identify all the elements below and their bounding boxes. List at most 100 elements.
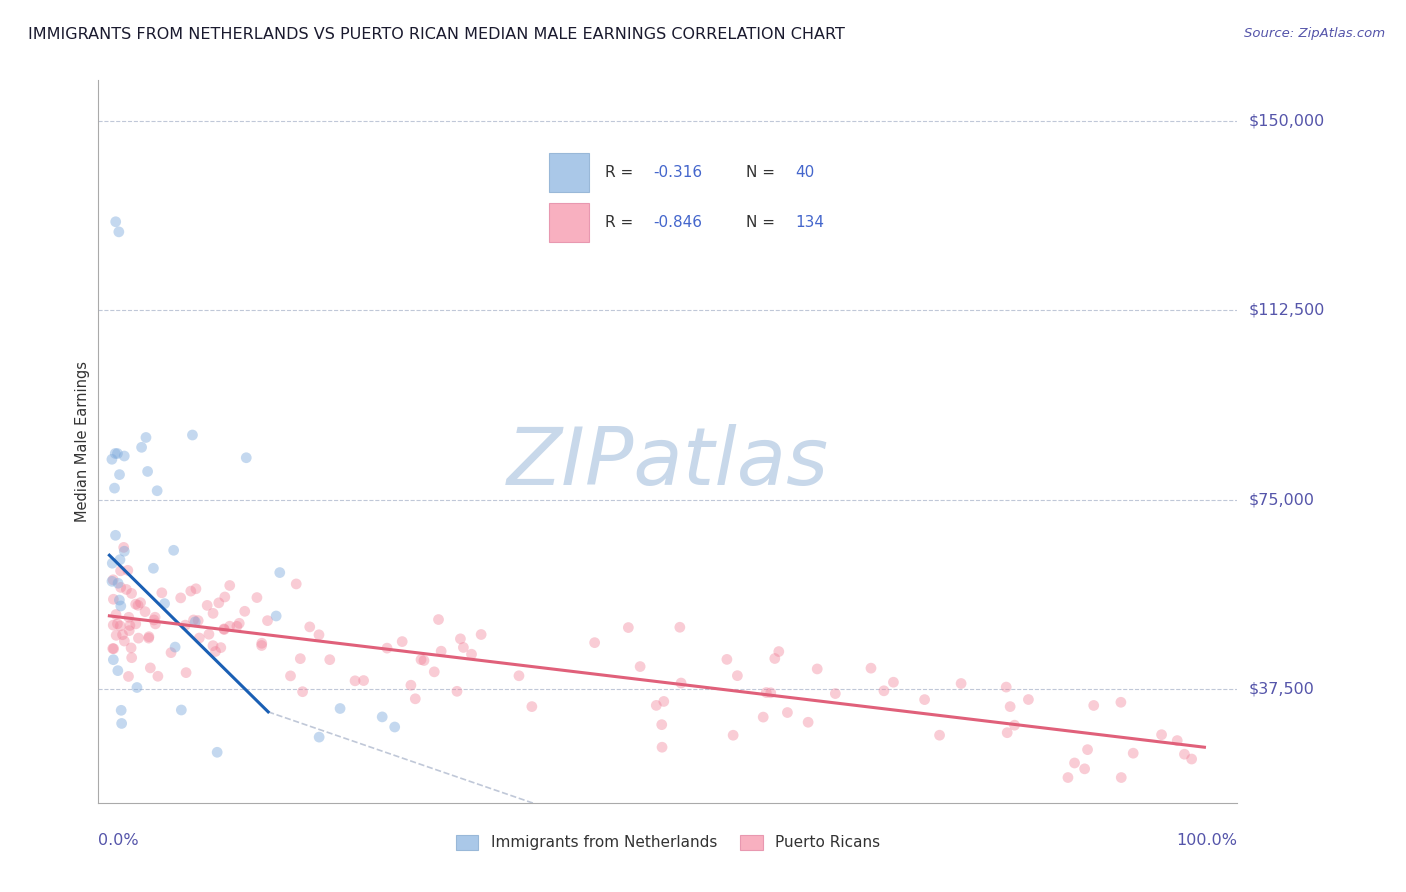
Point [280,669,302,683]
Point [208,596,231,610]
Point [449,632,471,646]
Point [384,720,406,734]
Point [413,653,436,667]
Point [1073,762,1095,776]
Point [103,481,125,495]
Point [928,728,950,742]
Point [250,636,273,650]
Point [117,669,139,683]
Point [430,644,453,658]
Point [143,610,166,624]
Point [101,556,124,570]
Point [214,590,236,604]
Point [1017,692,1039,706]
Point [112,541,135,555]
Y-axis label: Median Male Earnings: Median Male Earnings [75,361,90,522]
Point [112,544,135,558]
Point [652,694,675,708]
Point [125,681,148,695]
Point [520,699,543,714]
Point [759,686,782,700]
Point [651,740,673,755]
Point [101,641,124,656]
Point [725,668,748,682]
Text: 100.0%: 100.0% [1177,833,1237,848]
Point [399,678,422,692]
Point [139,661,162,675]
Point [250,639,273,653]
Point [202,607,225,621]
Point [329,701,352,715]
Point [995,680,1018,694]
Text: ZIPatlas: ZIPatlas [506,425,830,502]
Text: $150,000: $150,000 [1249,113,1324,128]
Point [721,728,744,742]
Point [103,618,125,632]
Point [118,624,141,638]
Point [138,631,160,645]
Point [1083,698,1105,713]
Point [617,621,640,635]
Point [375,641,398,656]
Point [107,616,129,631]
Point [103,641,125,656]
Point [391,634,413,648]
Point [107,664,129,678]
Point [1063,756,1085,770]
Point [115,582,138,597]
Point [319,653,342,667]
Point [427,613,450,627]
Point [298,620,321,634]
Point [110,599,132,613]
Point [291,684,314,698]
Point [583,635,606,649]
Point [101,573,124,587]
Point [1004,718,1026,732]
Point [134,605,156,619]
Point [651,717,673,731]
Point [195,599,218,613]
Point [404,691,426,706]
Point [110,564,132,578]
Point [153,597,176,611]
Point [1057,771,1080,785]
Point [205,745,228,759]
Point [950,676,973,690]
Point [120,640,142,655]
Point [201,639,224,653]
Point [107,576,129,591]
Point [146,669,169,683]
Point [160,646,183,660]
Point [111,716,134,731]
Point [180,584,202,599]
Point [183,613,205,627]
Point [776,706,799,720]
Point [1109,771,1132,785]
Point [188,631,211,645]
Point [181,428,204,442]
Point [170,703,193,717]
Point [233,604,256,618]
Point [204,644,226,658]
Point [768,644,790,658]
Point [859,661,882,675]
Point [165,640,187,654]
Point [184,582,207,596]
Point [423,665,446,679]
Point [110,619,132,633]
Point [198,627,221,641]
Point [669,676,692,690]
Point [763,651,786,665]
Point [264,609,287,624]
Text: Source: ZipAtlas.com: Source: ZipAtlas.com [1244,27,1385,40]
Point [409,652,432,666]
Point [218,619,240,633]
Point [824,687,846,701]
Point [174,665,197,680]
Point [110,581,132,595]
Text: 0.0%: 0.0% [98,833,139,848]
Point [184,615,207,629]
Point [129,596,152,610]
Point [103,653,125,667]
Point [226,619,249,633]
